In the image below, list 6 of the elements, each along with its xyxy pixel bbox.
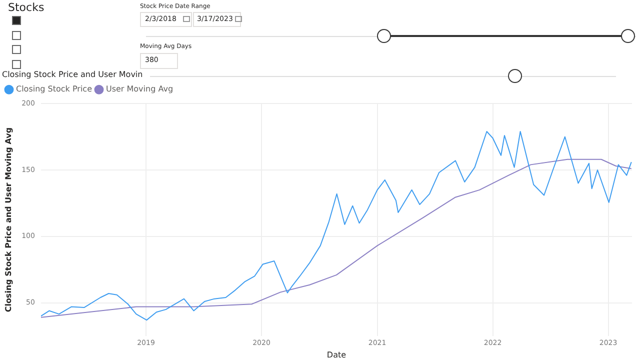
text: Stocks [8,1,44,14]
y-axis-title: Closing Stock Price and User Moving Avg [4,127,13,312]
legend-label: User Moving Avg [106,84,174,94]
legend-label: Closing Stock Price [16,84,92,94]
x-axis-title: Date [326,350,346,360]
chart-title: Closing Stock Price and User Movin [2,70,143,79]
